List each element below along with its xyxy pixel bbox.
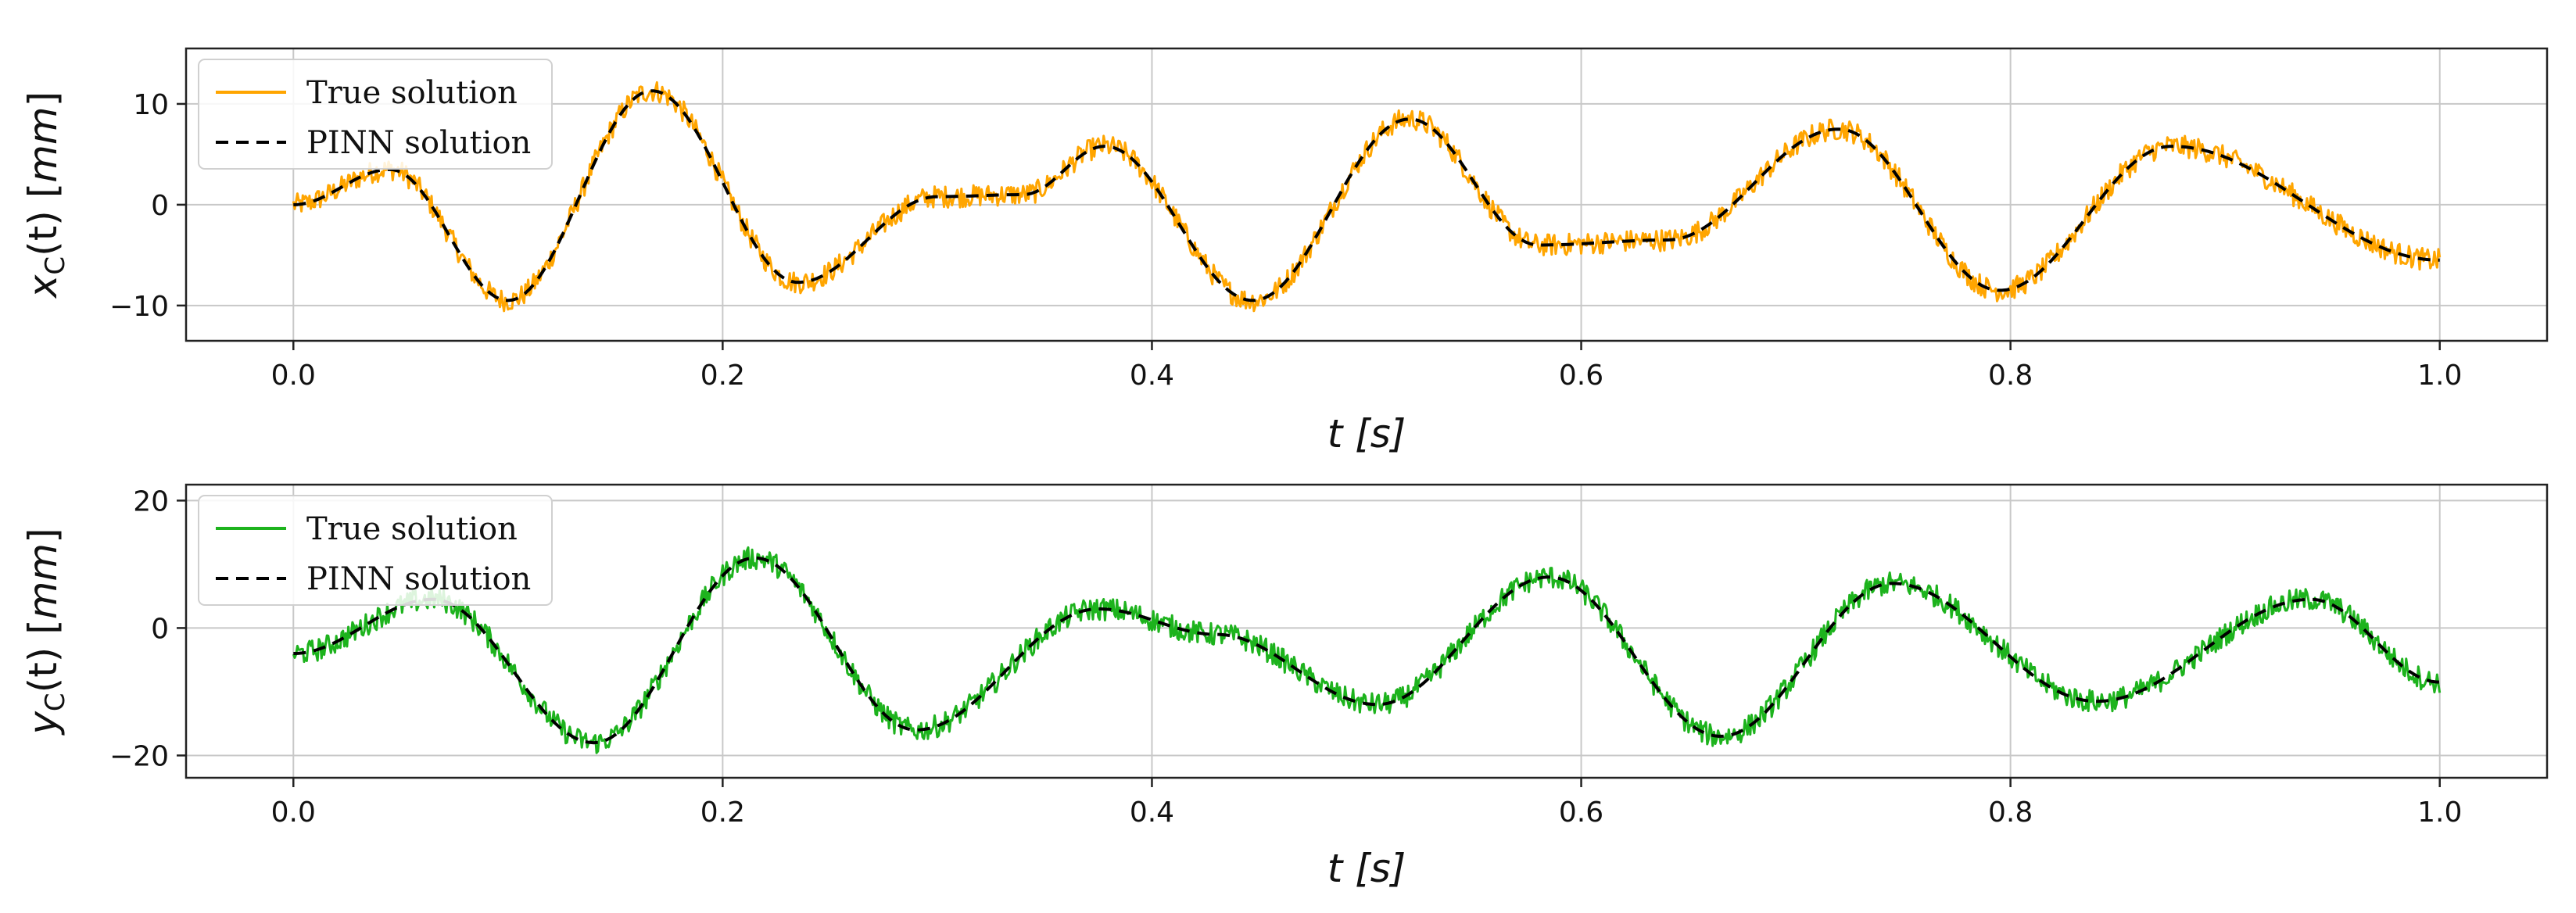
y-axis-label: xC(t) [mm] — [20, 91, 71, 299]
legend-box — [198, 495, 553, 606]
legend-entry-label: True solution — [306, 511, 518, 547]
y-axis-label-arg: (t) [ — [20, 183, 66, 256]
y-tick-label: 20 — [133, 485, 169, 517]
y-axis-label-unit: mm — [20, 106, 66, 182]
y-axis-label-var: x — [20, 274, 66, 299]
y-axis-label-close: ] — [20, 91, 66, 107]
axes-frame — [185, 47, 2549, 342]
x-tick-label: 0.8 — [1988, 797, 2033, 829]
x-axis-label: t [s] — [1327, 846, 1406, 891]
y-axis-label-var: y — [20, 711, 66, 736]
series-line-true-solution — [292, 546, 2442, 754]
x-tick-label: 0.2 — [700, 360, 745, 392]
y-tick-label: −20 — [109, 740, 169, 772]
legend-entry-label: PINN solution — [306, 561, 531, 597]
legend: True solution PINN solution — [198, 495, 553, 606]
x-tick-label: 1.0 — [2417, 797, 2462, 829]
legend-entry-label: PINN solution — [306, 125, 531, 161]
x-tick-label: 1.0 — [2417, 360, 2462, 392]
series-line-true-solution — [292, 81, 2442, 313]
panel-1: 0.0 0.2 0.4 0.6 0.8 1.0 −10 0 10 t [s] xC(t) [mm] T… — [20, 47, 2549, 456]
x-tick-label: 0.4 — [1130, 797, 1174, 829]
axes-frame — [185, 483, 2549, 779]
x-tick-label: 0.2 — [700, 797, 745, 829]
x-tick-label: 0.8 — [1988, 360, 2033, 392]
series-line-pinn-solution — [293, 89, 2440, 303]
y-axis-label-unit: mm — [20, 543, 66, 619]
panel-2: 0.0 0.2 0.4 0.6 0.8 1.0 −20 0 20 t [s] yC(t) [mm] T… — [20, 483, 2549, 891]
x-tick-label: 0.0 — [271, 797, 316, 829]
x-tick-label: 0.4 — [1130, 360, 1174, 392]
legend-box — [198, 59, 553, 170]
y-axis-label-sub: C — [40, 256, 71, 275]
y-tick-label: −10 — [109, 291, 169, 323]
y-axis-label-arg: (t) [ — [20, 619, 66, 693]
series-line-pinn-solution — [293, 556, 2440, 745]
y-axis-label-close: ] — [20, 528, 66, 543]
y-axis-label: yC(t) [mm] — [20, 528, 71, 736]
x-tick-label: 0.6 — [1559, 797, 1603, 829]
x-tick-label: 0.6 — [1559, 360, 1603, 392]
x-tick-label: 0.0 — [271, 360, 316, 392]
y-tick-label: 0 — [151, 190, 169, 222]
legend: True solution PINN solution — [198, 59, 553, 170]
legend-entry-label: True solution — [306, 75, 518, 111]
y-axis-label-sub: C — [40, 693, 71, 711]
x-axis-label: t [s] — [1327, 411, 1406, 456]
y-tick-label: 0 — [151, 613, 169, 645]
y-tick-label: 10 — [133, 89, 169, 121]
